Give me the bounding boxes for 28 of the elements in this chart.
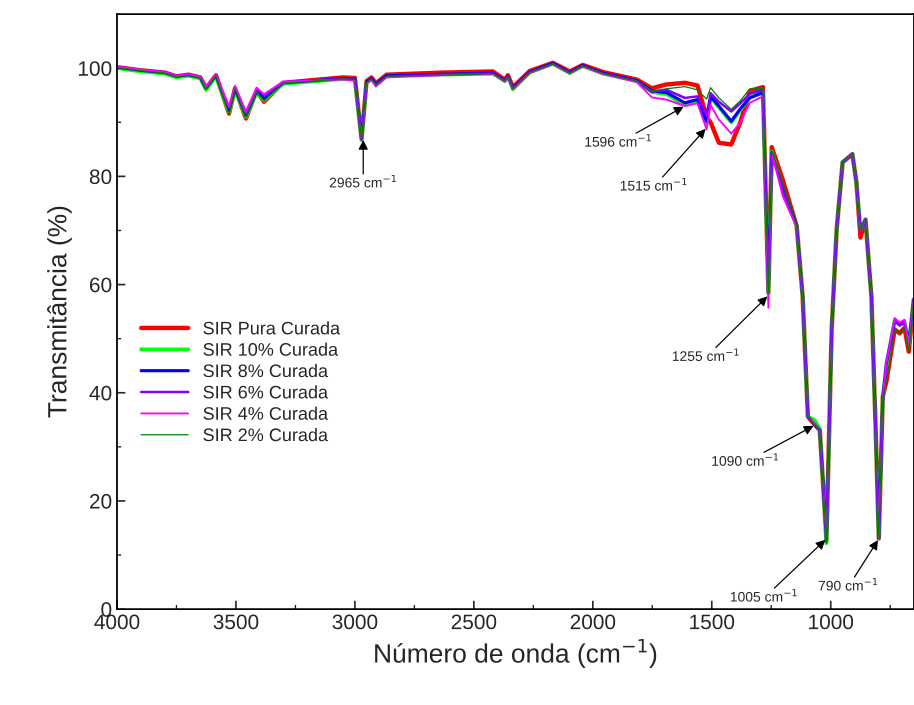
x-tick-label: 1500 [690, 614, 734, 630]
x-tick-label: 4000 [94, 614, 140, 630]
x-tick-label: 3000 [332, 614, 378, 630]
y-tick-label: 100 [78, 61, 112, 76]
y-tick-label: 20 [90, 494, 112, 509]
legend-label: SIR 8% Curada [203, 364, 328, 378]
annotation: 1515 cm$^{−1}$ [620, 178, 686, 191]
y-tick-label: 80 [90, 169, 112, 184]
annotation: 1596 cm$^{−1}$ [585, 134, 651, 147]
legend-label: SIR 2% Curada [203, 428, 328, 442]
x-tick-label: 1000 [809, 614, 854, 630]
x-tick-label: 2500 [452, 614, 496, 630]
x-axis-title: Número de onda (cm$^{−1}$) [375, 638, 656, 668]
annotation: 1255 cm$^{−1}$ [672, 348, 739, 362]
annotation: 790 cm$^{−1}$ [818, 578, 878, 591]
x-tick-label: 2000 [570, 614, 616, 630]
y-tick-label: 0 [101, 602, 112, 617]
x-tick-label: 3500 [214, 614, 258, 630]
legend-label: SIR Pura Curada [203, 321, 340, 334]
annotation: 1005 cm$^{−1}$ [730, 589, 797, 602]
y-tick-label: 60 [90, 278, 112, 292]
y-axis-title: Transmitância (%) [47, 206, 72, 418]
annotation: 2965 cm$^{−1}$ [330, 174, 396, 188]
annotation: 1090 cm$^{−1}$ [712, 453, 778, 466]
legend-label: SIR 4% Curada [203, 406, 328, 420]
legend-label: SIR 10% Curada [203, 342, 338, 356]
y-tick-label: 40 [89, 386, 112, 401]
legend-label: SIR 6% Curada [203, 385, 328, 399]
